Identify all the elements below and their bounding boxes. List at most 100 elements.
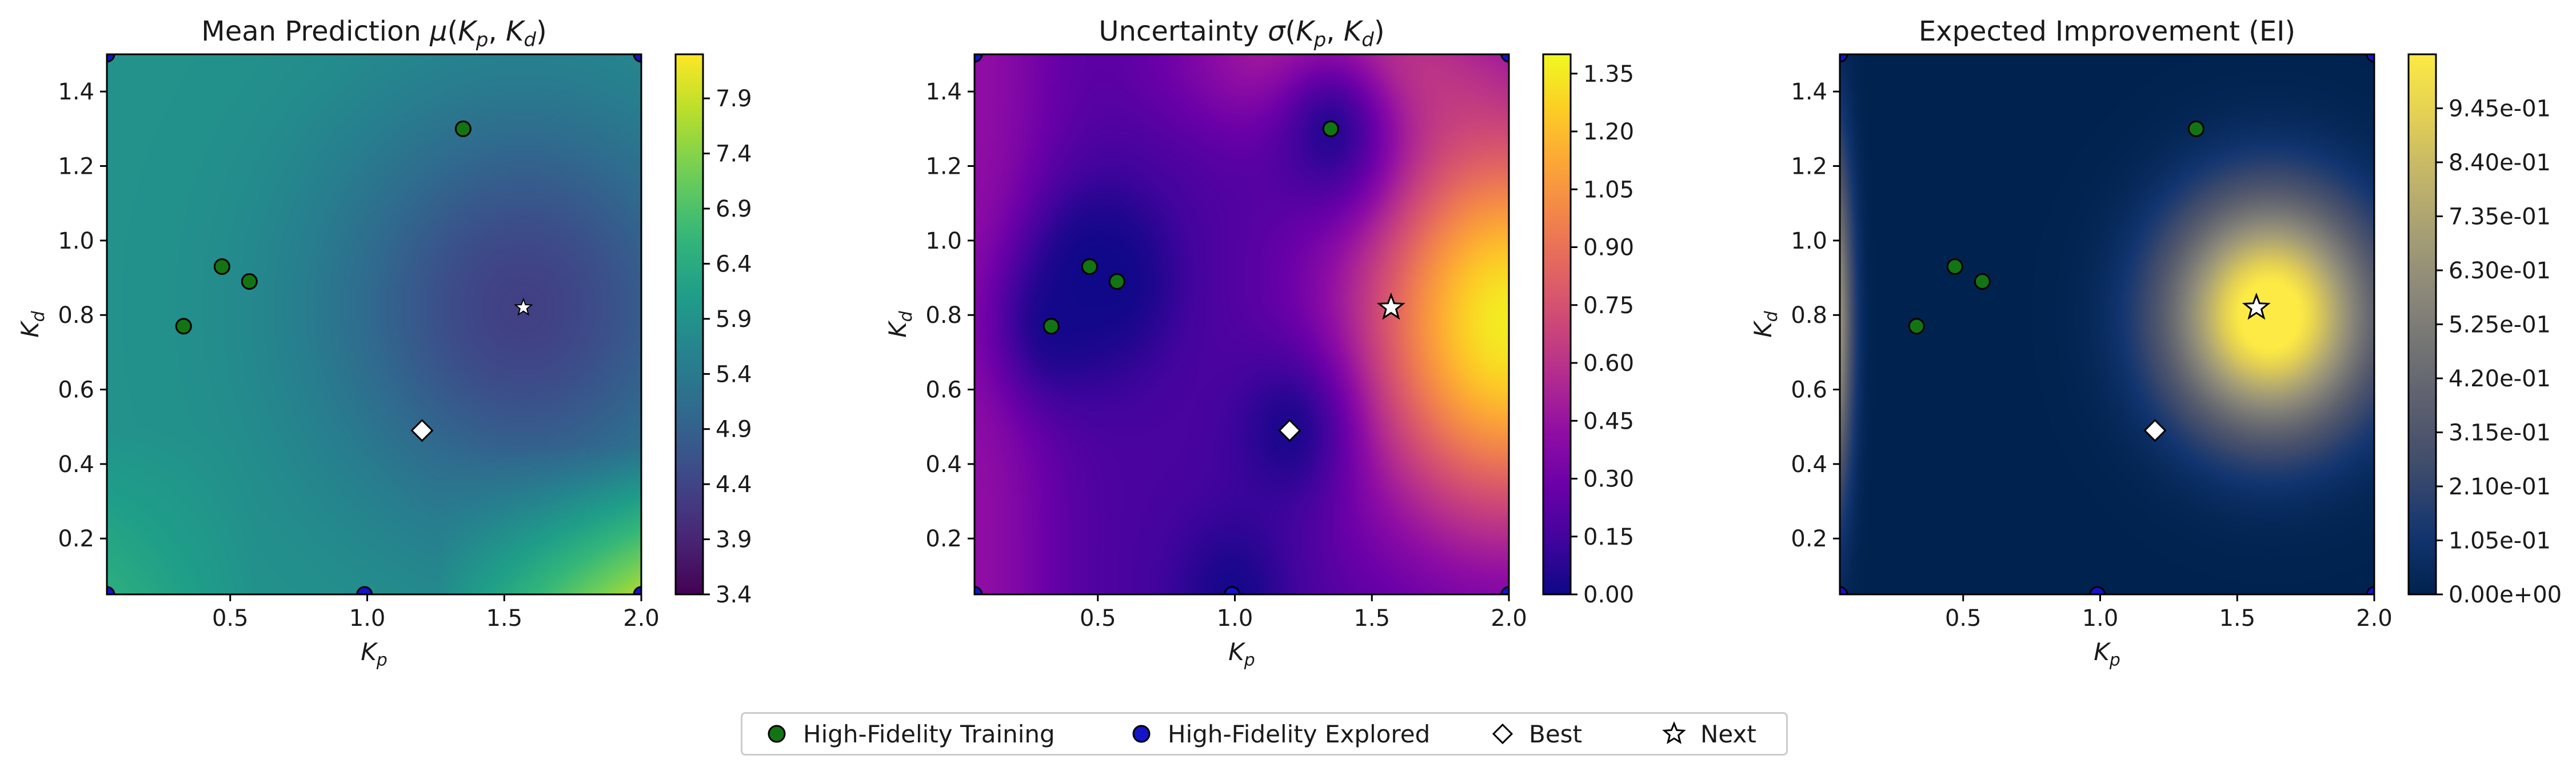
colorbar-tick-label: 1.35 xyxy=(1583,61,1634,87)
x-tick-label: 0.5 xyxy=(212,605,249,632)
next-marker xyxy=(2242,292,2271,320)
x-tick-label: 2.0 xyxy=(2356,605,2393,632)
legend-item-training: High-Fidelity Training xyxy=(760,714,1055,754)
colorbar-tick-label: 0.30 xyxy=(1583,466,1634,493)
markers-2 xyxy=(975,54,1509,594)
x-tick-label: 1.0 xyxy=(1217,605,1253,632)
training-point-1 xyxy=(175,318,192,335)
explored-point-4 xyxy=(107,54,115,63)
legend-label-next: Next xyxy=(1700,720,1756,748)
colorbar-tick-label: 1.05e-01 xyxy=(2449,528,2551,554)
colorbar-tick-label: 2.10e-01 xyxy=(2449,474,2551,500)
y-tick-label: 0.2 xyxy=(58,526,94,552)
colorbar-tick-label: 9.45e-01 xyxy=(2449,96,2551,122)
colorbar-tick-label: 7.4 xyxy=(716,141,752,167)
legend-item-next: Next xyxy=(1657,714,1756,754)
chart-title: Expected Improvement (EI) xyxy=(1919,15,2295,47)
y-tick-label: 1.0 xyxy=(58,228,94,254)
x-tick-label: 0.5 xyxy=(1080,605,1116,632)
explored-point-1 xyxy=(356,586,373,594)
heatmap-3 xyxy=(1840,54,2374,594)
explored-point-3 xyxy=(1840,586,1848,594)
x-tick-label: 1.0 xyxy=(349,605,386,632)
training-point-2 xyxy=(1946,258,1963,275)
x-tick-label: 0.5 xyxy=(1945,605,1982,632)
explored-point-1 xyxy=(2089,586,2106,594)
colorbar xyxy=(2407,53,2437,596)
y-tick-label: 1.2 xyxy=(1791,154,1827,180)
colorbar-tick-label: 5.25e-01 xyxy=(2449,312,2551,338)
colorbar-tick-label: 0.75 xyxy=(1583,293,1634,319)
y-tick-label: 1.0 xyxy=(925,228,962,254)
colorbar-tick-label: 0.00 xyxy=(1583,582,1634,608)
y-tick-label: 0.8 xyxy=(925,302,962,329)
colorbar-tick-label: 3.4 xyxy=(716,582,752,608)
panel-1: 0.5 1.0 1.5 2.0 0.2 0.4 0.6 0.8 1.0 1.2 1.4 Kp Kd Mea… xyxy=(16,15,752,670)
explored-point-2 xyxy=(2366,586,2374,594)
best-marker xyxy=(410,419,434,442)
colorbar-tick-label: 0.60 xyxy=(1583,350,1634,377)
y-tick-label: 0.8 xyxy=(1791,302,1827,329)
markers-3 xyxy=(1840,54,2374,594)
colorbar-tick-label: 0.15 xyxy=(1583,524,1634,550)
colorbar-tick-label: 8.40e-01 xyxy=(2449,150,2551,176)
colorbar-tick-label: 6.4 xyxy=(716,251,752,277)
y-axis-label: Kd xyxy=(884,310,916,338)
colorbar-tick-label: 0.00e+00 xyxy=(2449,582,2562,608)
markers-1 xyxy=(107,54,641,594)
next-marker xyxy=(513,297,533,316)
x-tick-label: 1.0 xyxy=(2082,605,2119,632)
legend-label-best: Best xyxy=(1529,720,1583,748)
colorbar-tick-label: 4.9 xyxy=(716,417,752,443)
next-marker xyxy=(1376,292,1405,320)
colorbar-tick-label: 3.15e-01 xyxy=(2449,420,2551,446)
y-tick-label: 1.2 xyxy=(925,154,962,180)
explored-point-1 xyxy=(1224,586,1241,594)
y-tick-label: 0.4 xyxy=(58,452,94,478)
colorbar-tick-label: 7.35e-01 xyxy=(2449,204,2551,230)
legend-label-explored: High-Fidelity Explored xyxy=(1168,720,1431,748)
colorbar-tick-label: 6.9 xyxy=(716,196,752,222)
colorbar-tick-label: 5.9 xyxy=(716,306,752,333)
axes-frame xyxy=(973,53,1510,596)
best-marker xyxy=(2143,419,2167,442)
y-tick-label: 0.6 xyxy=(1791,377,1827,404)
y-tick-label: 0.4 xyxy=(925,452,962,478)
chart-title: Uncertainty σ(Kp, Kd) xyxy=(1099,15,1384,51)
y-tick-label: 1.4 xyxy=(1791,79,1827,105)
training-point-3 xyxy=(241,273,258,290)
best-marker xyxy=(1278,419,1301,442)
x-tick-label: 1.5 xyxy=(1353,605,1390,632)
legend-marker-training xyxy=(760,714,794,754)
training-point-4 xyxy=(2187,120,2204,137)
legend-marker-best xyxy=(1485,714,1520,754)
y-tick-label: 1.4 xyxy=(58,79,94,105)
colorbar-tick-label: 1.05 xyxy=(1583,177,1634,203)
y-tick-label: 0.6 xyxy=(925,377,962,404)
chart-title: Mean Prediction μ(Kp, Kd) xyxy=(201,15,546,51)
y-tick-label: 0.6 xyxy=(58,377,94,404)
colorbar-tick-label: 0.90 xyxy=(1583,235,1634,261)
colorbar-tick-label: 3.9 xyxy=(716,527,752,553)
x-tick-label: 1.5 xyxy=(2219,605,2255,632)
training-point-2 xyxy=(1081,258,1098,275)
colorbar xyxy=(674,53,704,596)
y-tick-label: 0.4 xyxy=(1791,452,1827,478)
colorbar-tick-label: 7.9 xyxy=(716,86,752,112)
explored-point-5 xyxy=(633,54,641,63)
legend-label-training: High-Fidelity Training xyxy=(803,720,1055,748)
explored-point-4 xyxy=(975,54,983,63)
legend-marker-next xyxy=(1657,714,1691,754)
y-tick-label: 1.4 xyxy=(925,79,962,105)
y-axis-label: Kd xyxy=(16,310,49,338)
explored-point-5 xyxy=(2366,54,2374,63)
panel-3: 0.5 1.0 1.5 2.0 0.2 0.4 0.6 0.8 1.0 1.2 1.4 Kp Kd Exp… xyxy=(1749,15,2562,670)
legend: High-Fidelity Training High-Fidelity Exp… xyxy=(741,712,1788,756)
panel-2: 0.5 1.0 1.5 2.0 0.2 0.4 0.6 0.8 1.0 1.2 1.4 Kp Kd Unc… xyxy=(884,15,1634,670)
training-point-2 xyxy=(213,258,230,275)
y-tick-label: 0.8 xyxy=(58,302,94,329)
x-axis-label: Kp xyxy=(361,638,388,670)
colorbar-tick-label: 1.20 xyxy=(1583,119,1634,145)
legend-item-best: Best xyxy=(1485,714,1582,754)
